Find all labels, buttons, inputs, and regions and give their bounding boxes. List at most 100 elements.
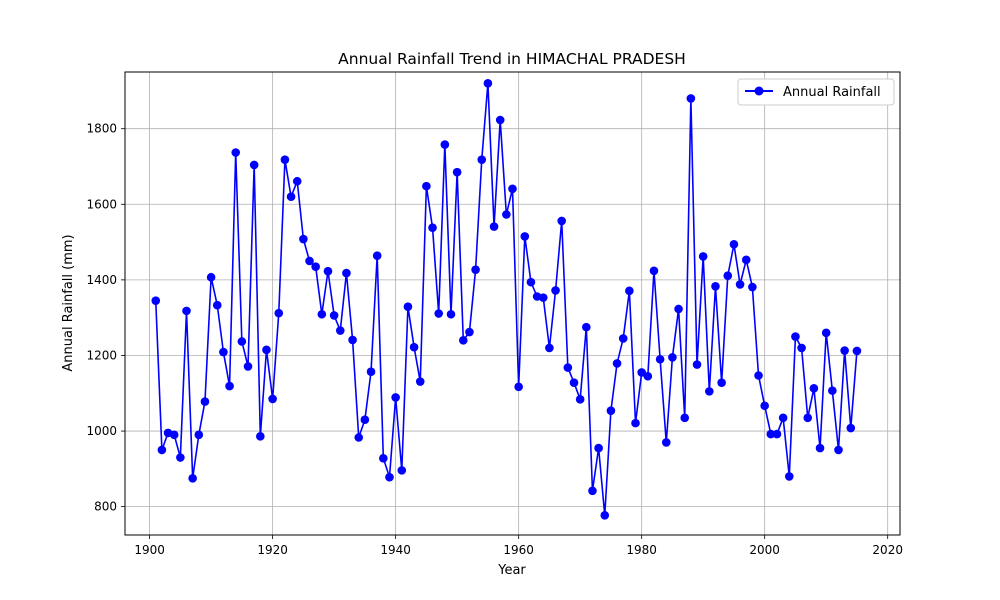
data-point xyxy=(354,433,364,442)
data-point xyxy=(385,472,394,482)
data-point xyxy=(594,443,603,453)
data-point xyxy=(612,359,622,368)
x-tick-label: 1900 xyxy=(134,543,165,557)
data-point xyxy=(176,453,185,462)
x-axis-label: Year xyxy=(497,563,526,578)
data-point xyxy=(274,308,284,318)
y-tick-label: 1600 xyxy=(86,197,117,211)
data-point xyxy=(809,384,819,393)
data-point xyxy=(852,346,862,356)
data-point xyxy=(256,432,265,441)
data-point xyxy=(489,222,499,231)
data-point xyxy=(317,309,327,319)
data-point xyxy=(711,282,720,291)
data-point xyxy=(194,430,204,440)
data-point xyxy=(366,367,376,377)
data-point xyxy=(680,413,690,423)
data-point xyxy=(502,210,511,219)
y-axis-label: Annual Rainfall (mm) xyxy=(61,234,76,371)
legend-marker-swatch xyxy=(754,86,764,96)
x-tick-label: 1960 xyxy=(503,543,534,557)
plot-frame xyxy=(124,71,901,536)
data-point xyxy=(262,345,271,355)
data-point xyxy=(206,272,216,282)
y-tick-label: 1800 xyxy=(86,122,117,136)
series-layer xyxy=(151,79,862,520)
data-point xyxy=(458,336,468,345)
data-point xyxy=(495,115,505,125)
data-point xyxy=(440,140,450,149)
data-point xyxy=(846,423,856,433)
y-tick-label: 1200 xyxy=(86,348,117,362)
data-point xyxy=(280,155,290,164)
data-point xyxy=(618,334,628,343)
data-point xyxy=(766,429,776,439)
data-point xyxy=(372,251,382,260)
data-point xyxy=(815,443,825,453)
data-point xyxy=(569,378,579,387)
x-tick-label: 1980 xyxy=(626,543,657,557)
data-point xyxy=(391,393,400,402)
data-point xyxy=(545,343,554,353)
data-point xyxy=(329,311,339,320)
data-point xyxy=(551,286,560,295)
data-point xyxy=(520,232,530,241)
data-point xyxy=(717,378,726,387)
data-point xyxy=(286,192,296,202)
data-point xyxy=(348,335,357,345)
data-point xyxy=(778,413,788,423)
y-tick-label: 1000 xyxy=(86,424,117,438)
data-point xyxy=(655,354,665,364)
data-point xyxy=(514,382,523,392)
data-point xyxy=(200,397,210,406)
data-point xyxy=(784,472,794,481)
data-point xyxy=(231,148,241,157)
data-point xyxy=(434,309,443,318)
data-point xyxy=(360,415,370,425)
data-point xyxy=(188,474,197,483)
data-point xyxy=(637,368,646,377)
data-point xyxy=(538,293,548,302)
data-point xyxy=(661,438,671,447)
data-point xyxy=(649,266,659,276)
grid xyxy=(125,72,900,535)
data-point xyxy=(741,255,751,265)
data-point xyxy=(403,302,413,312)
x-tick-label: 1920 xyxy=(257,543,288,557)
data-point xyxy=(508,184,517,194)
data-point xyxy=(821,328,831,338)
data-point xyxy=(828,386,837,395)
data-point xyxy=(428,223,437,233)
data-point xyxy=(588,486,597,496)
data-point xyxy=(748,282,757,292)
data-point xyxy=(397,466,407,475)
data-point xyxy=(292,176,302,186)
legend: Annual Rainfall xyxy=(737,78,895,106)
data-point xyxy=(225,381,234,391)
data-point xyxy=(563,363,573,372)
data-point xyxy=(212,300,222,310)
data-point xyxy=(157,445,167,455)
data-point xyxy=(409,342,419,352)
data-point xyxy=(219,347,228,357)
y-tick-label: 800 xyxy=(94,500,117,514)
y-tick-label: 1400 xyxy=(86,273,117,287)
data-point xyxy=(834,445,843,455)
data-point xyxy=(668,353,677,362)
data-point xyxy=(323,266,333,276)
data-point xyxy=(335,326,345,335)
data-point xyxy=(760,401,769,411)
data-point xyxy=(557,216,567,226)
data-point xyxy=(305,256,314,266)
data-point xyxy=(452,167,462,177)
data-point xyxy=(268,394,277,404)
data-point xyxy=(483,79,493,88)
data-point xyxy=(600,511,610,520)
x-tick-label: 1940 xyxy=(380,543,411,557)
data-point xyxy=(674,304,683,314)
data-point xyxy=(379,453,388,463)
data-point xyxy=(729,240,739,249)
data-point xyxy=(299,234,308,244)
data-point xyxy=(471,265,480,274)
